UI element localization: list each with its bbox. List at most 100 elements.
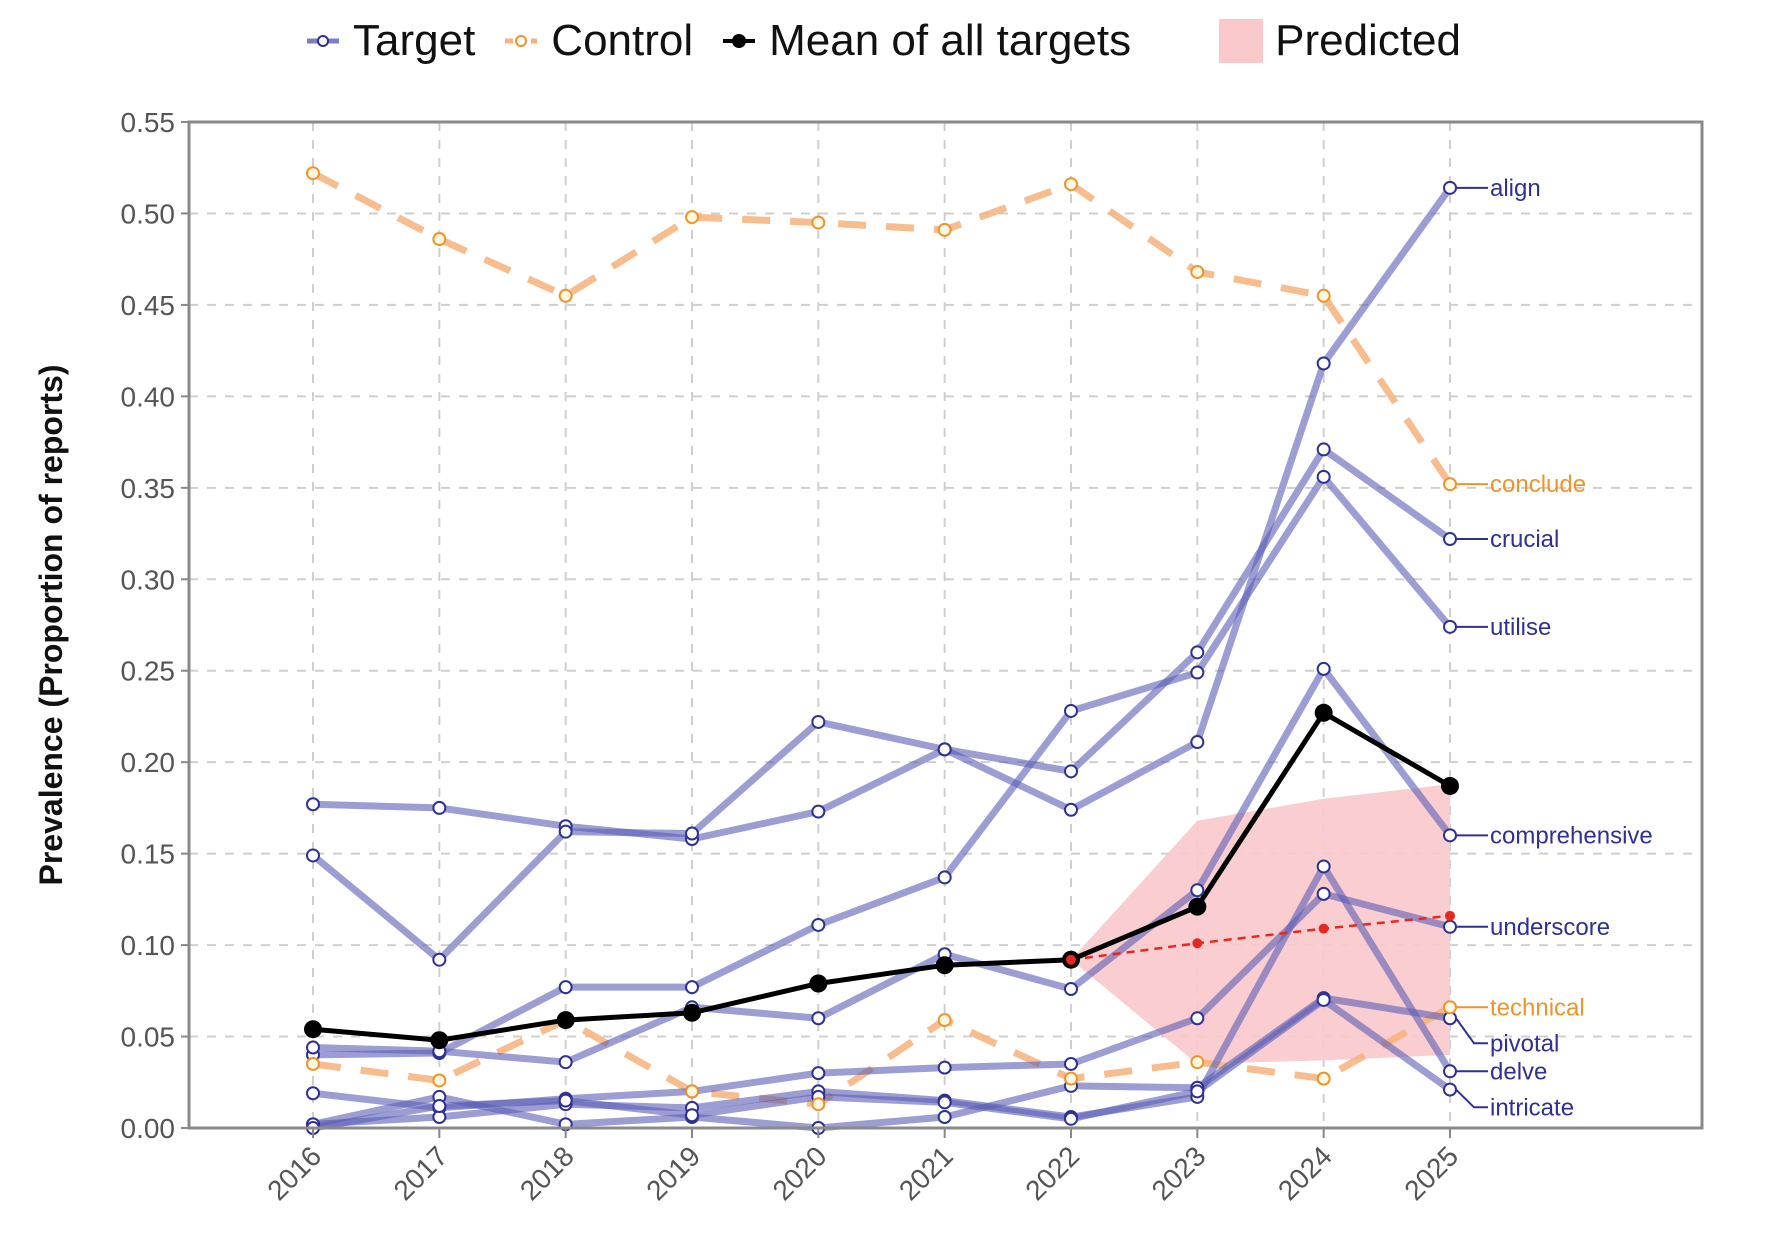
control-point-conclude[interactable]: [1443, 477, 1457, 492]
target-point-intricate[interactable]: [432, 1099, 447, 1114]
legend-item-target[interactable]: Target: [305, 16, 475, 66]
control-point-technical[interactable]: [306, 1056, 320, 1071]
control-point-conclude[interactable]: [1064, 177, 1078, 192]
target-point-pivotal[interactable]: [937, 1110, 952, 1125]
target-point-crucial[interactable]: [937, 742, 952, 757]
target-point-underscore[interactable]: [1443, 919, 1457, 934]
target-point-intricate[interactable]: [685, 1108, 699, 1123]
target-point-comprehensive[interactable]: [1190, 883, 1205, 898]
target-point-crucial[interactable]: [1316, 442, 1331, 457]
target-point-intricate[interactable]: [558, 1093, 573, 1108]
target-point-utilise[interactable]: [937, 870, 952, 885]
target-point-utilise[interactable]: [1190, 665, 1205, 680]
predicted-point[interactable]: [1066, 954, 1076, 965]
x-tick-label: 2019: [640, 1140, 706, 1206]
target-point-delve[interactable]: [1316, 859, 1331, 874]
target-point-underscore[interactable]: [1316, 886, 1331, 901]
mean-point[interactable]: [556, 1011, 575, 1030]
target-point-intricate[interactable]: [1190, 1084, 1205, 1099]
control-point-technical[interactable]: [432, 1073, 447, 1088]
target-point-intricate[interactable]: [1316, 992, 1331, 1007]
mean-point[interactable]: [430, 1031, 449, 1050]
y-tick-label: 0.30: [121, 564, 176, 595]
target-point-crucial[interactable]: [1443, 532, 1457, 547]
y-tick-label: 0.55: [121, 107, 176, 138]
target-point-crucial[interactable]: [306, 848, 320, 863]
control-point-technical[interactable]: [1443, 1000, 1457, 1015]
control-point-conclude[interactable]: [685, 210, 699, 225]
y-tick-label: 0.45: [121, 290, 176, 321]
control-point-conclude[interactable]: [937, 222, 952, 237]
mean-point[interactable]: [683, 1003, 701, 1022]
target-point-crucial[interactable]: [685, 826, 699, 841]
control-legend-icon: [505, 35, 538, 47]
control-point-conclude[interactable]: [811, 215, 826, 230]
target-point-underscore[interactable]: [937, 1060, 952, 1075]
target-point-align[interactable]: [1443, 180, 1457, 195]
target-point-comprehensive[interactable]: [811, 1011, 826, 1026]
target-point-underscore[interactable]: [1190, 1011, 1205, 1026]
control-point-conclude[interactable]: [1316, 288, 1331, 303]
control-point-conclude[interactable]: [306, 166, 320, 181]
target-point-crucial[interactable]: [432, 952, 447, 967]
target-point-delve[interactable]: [1443, 1064, 1457, 1079]
target-point-crucial[interactable]: [1190, 645, 1205, 660]
legend-item-predicted[interactable]: Predicted: [1219, 16, 1461, 66]
mean-point[interactable]: [935, 956, 954, 975]
plot-frame: [187, 120, 1704, 1130]
target-point-comprehensive[interactable]: [1316, 661, 1331, 676]
target-point-comprehensive[interactable]: [1064, 981, 1078, 996]
control-point-technical[interactable]: [811, 1097, 826, 1112]
target-line-comprehensive: [312, 665, 1453, 1066]
target-point-intricate[interactable]: [1064, 1111, 1078, 1126]
target-point-comprehensive[interactable]: [558, 1055, 573, 1070]
target-point-intricate[interactable]: [1443, 1082, 1457, 1097]
mean-point[interactable]: [809, 974, 828, 993]
control-point-technical[interactable]: [1064, 1071, 1078, 1086]
target-point-align[interactable]: [1316, 356, 1331, 371]
mean-point[interactable]: [1441, 776, 1459, 795]
predicted-point[interactable]: [1445, 910, 1455, 921]
predicted-point[interactable]: [1192, 938, 1203, 949]
mean-point[interactable]: [1188, 897, 1207, 916]
target-point-utilise[interactable]: [1443, 619, 1457, 634]
control-point-conclude[interactable]: [558, 288, 573, 303]
target-point-comprehensive[interactable]: [306, 1040, 320, 1055]
series-end-label: crucial: [1490, 526, 1559, 553]
target-point-align[interactable]: [306, 797, 320, 812]
target-point-crucial[interactable]: [1064, 764, 1078, 779]
control-point-technical[interactable]: [685, 1084, 699, 1099]
control-point-technical[interactable]: [1316, 1071, 1331, 1086]
target-point-align[interactable]: [432, 800, 447, 815]
target-point-crucial[interactable]: [558, 824, 573, 839]
target-point-align[interactable]: [1190, 735, 1205, 750]
control-point-technical[interactable]: [1190, 1055, 1205, 1070]
mean-point[interactable]: [304, 1020, 322, 1039]
series-lines: [310, 170, 1453, 1132]
legend-label-control: Control: [551, 16, 694, 65]
y-tick-label: 0.05: [121, 1022, 176, 1053]
target-point-utilise[interactable]: [811, 917, 826, 932]
x-tick-label: 2016: [261, 1140, 327, 1206]
target-point-utilise[interactable]: [1316, 469, 1331, 484]
target-point-underscore[interactable]: [811, 1066, 826, 1081]
target-point-underscore[interactable]: [306, 1086, 320, 1101]
legend-item-mean[interactable]: Mean of all targets: [721, 16, 1131, 66]
target-point-utilise[interactable]: [685, 980, 699, 995]
target-point-crucial[interactable]: [811, 714, 826, 729]
target-point-utilise[interactable]: [1064, 703, 1078, 718]
predicted-point[interactable]: [1318, 923, 1329, 934]
target-point-comprehensive[interactable]: [1443, 828, 1457, 843]
target-point-intricate[interactable]: [937, 1095, 952, 1110]
legend-item-control[interactable]: Control: [503, 16, 693, 66]
target-point-utilise[interactable]: [558, 980, 573, 995]
target-point-underscore[interactable]: [1064, 1056, 1078, 1071]
control-point-conclude[interactable]: [432, 232, 447, 247]
mean-point[interactable]: [1314, 703, 1333, 722]
control-point-conclude[interactable]: [1190, 264, 1205, 279]
target-point-align[interactable]: [811, 804, 826, 819]
target-point-align[interactable]: [1064, 802, 1078, 817]
x-tick-label: 2021: [893, 1140, 959, 1206]
end-labels: align conclude crucial utilise comprehensive…: [1455, 175, 1653, 1121]
control-point-technical[interactable]: [937, 1013, 952, 1028]
